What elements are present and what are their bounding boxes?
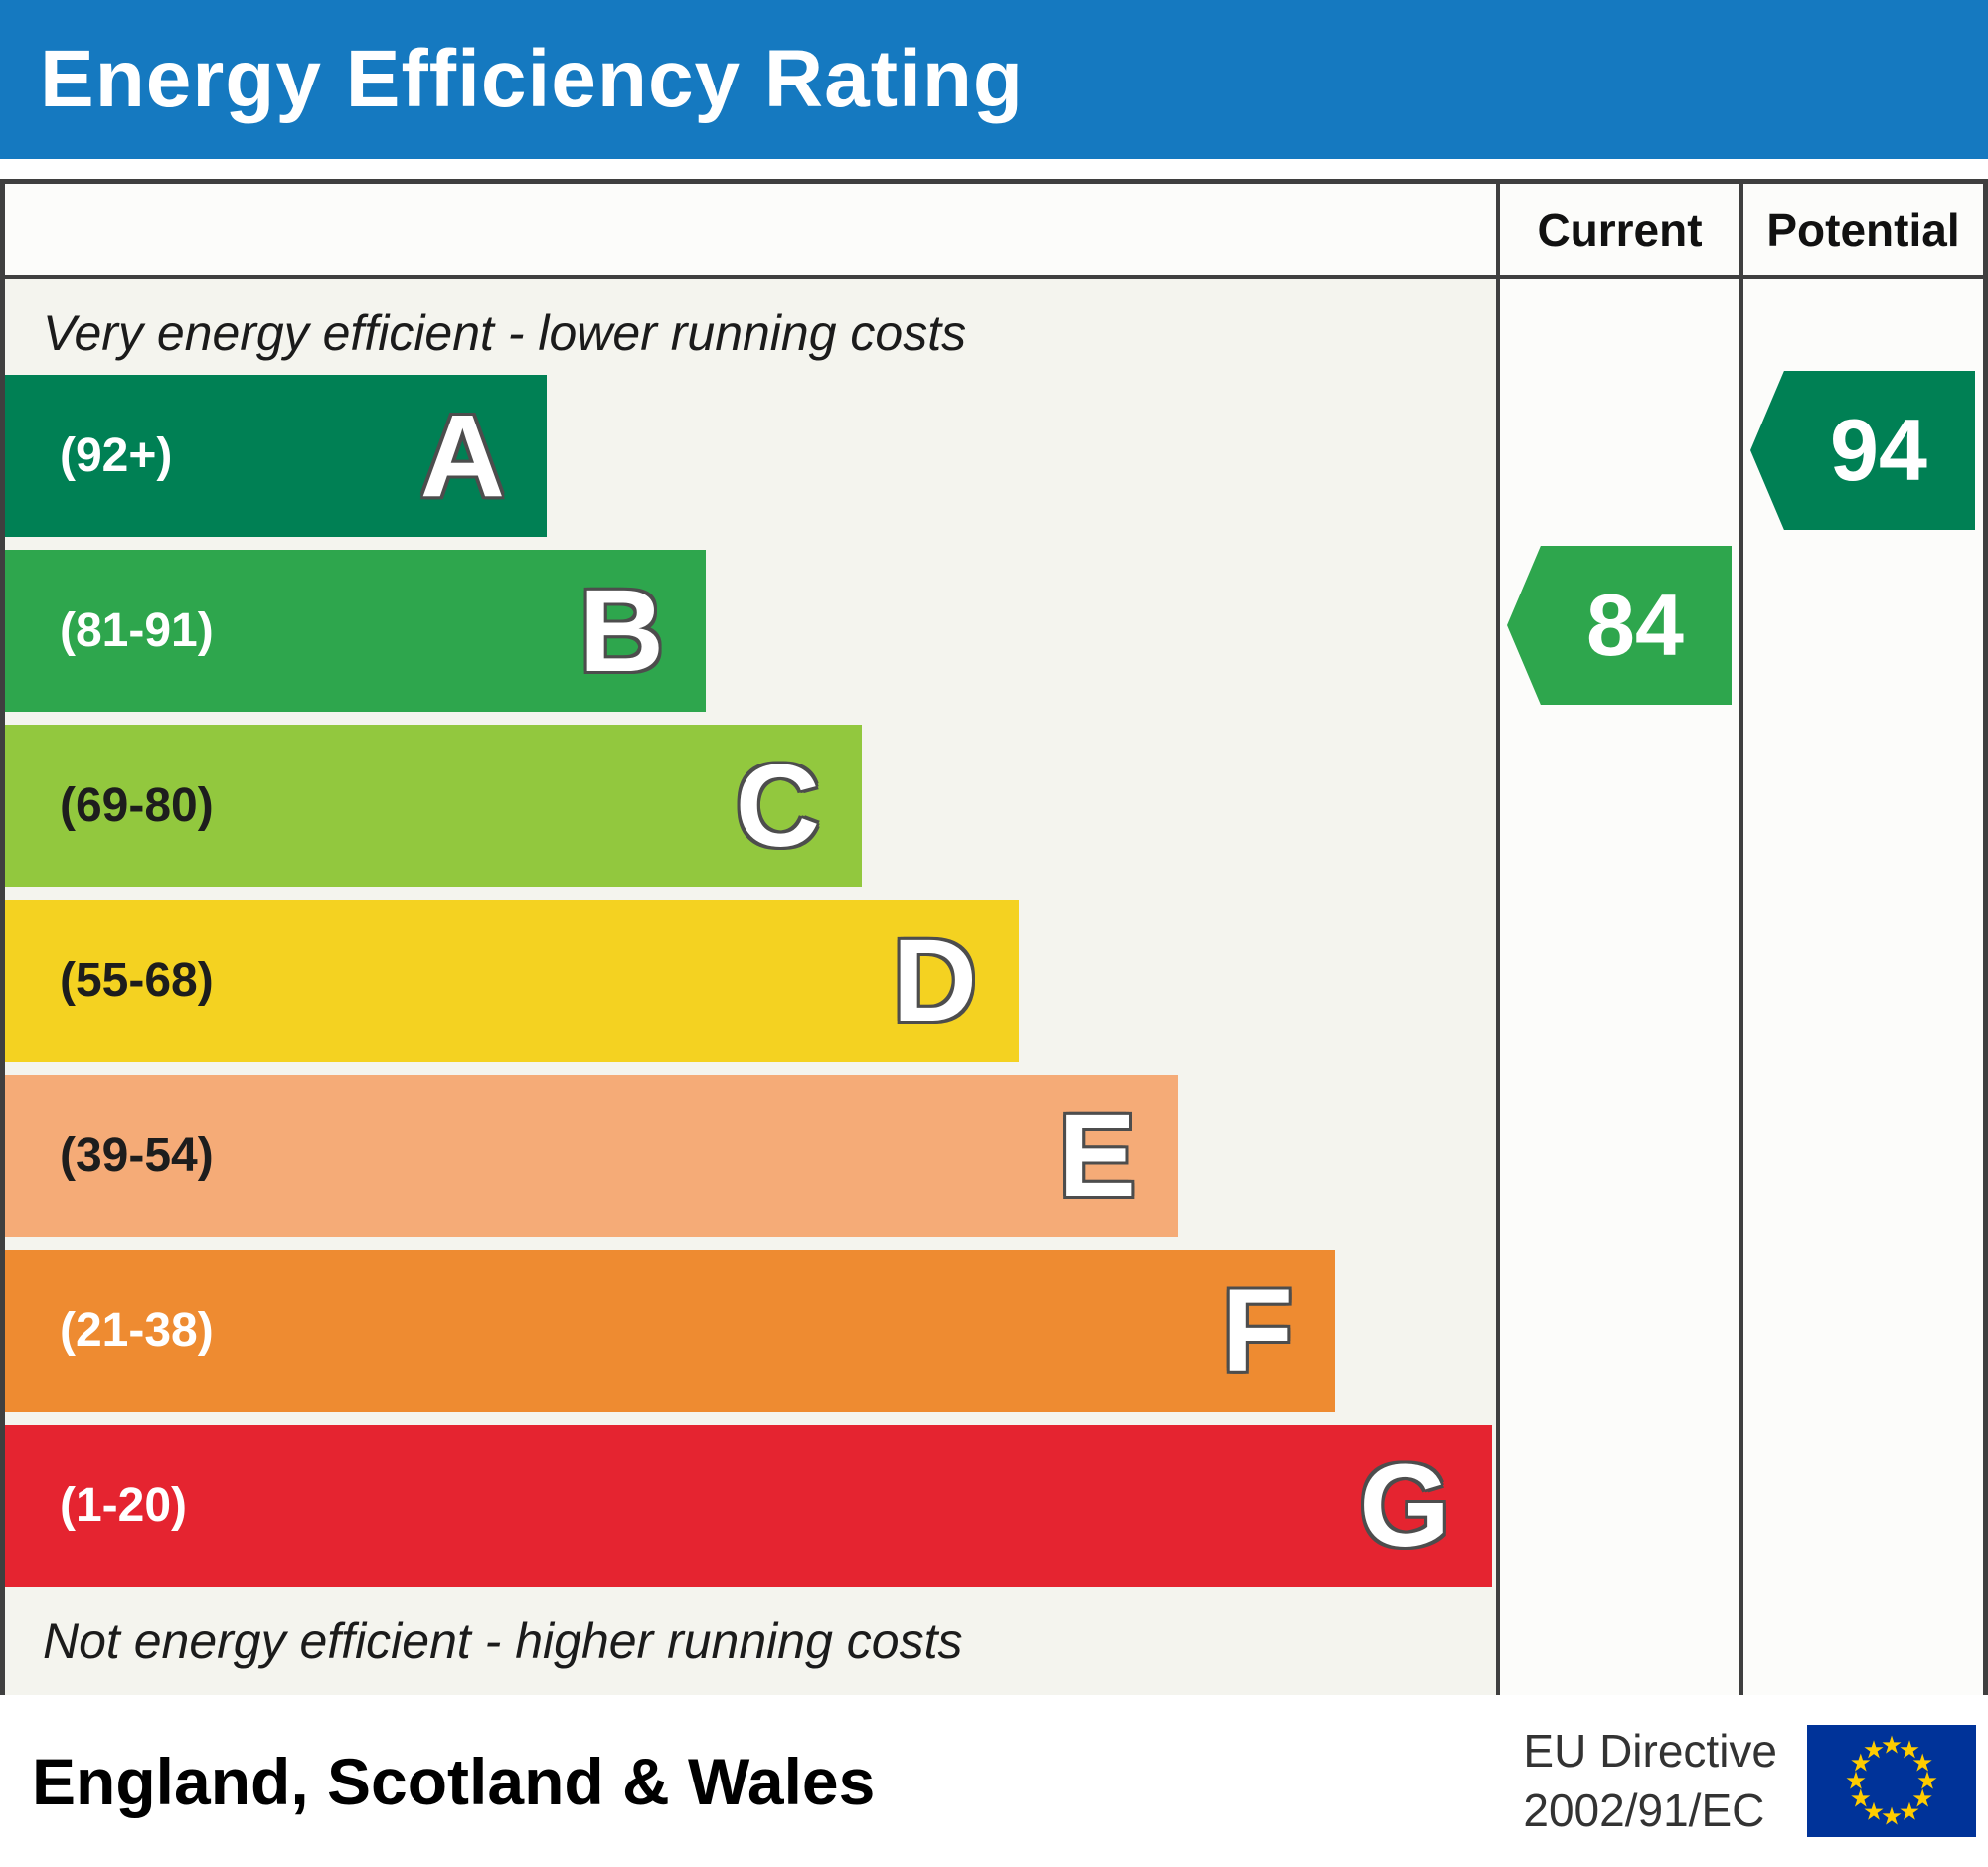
header-spacer [5, 184, 1496, 279]
potential-column: 94 [1740, 279, 1983, 1699]
band-e-letter: E [1058, 1090, 1136, 1222]
band-e-range: (39-54) [60, 1129, 214, 1182]
region-label: England, Scotland & Wales [32, 1744, 876, 1818]
band-b-range: (81-91) [60, 604, 214, 657]
band-a-letter: A [419, 390, 505, 522]
band-c-bar: (69-80) C [5, 725, 862, 887]
title-bar: Energy Efficiency Rating [0, 0, 1988, 159]
rating-table: Current Potential Very energy efficient … [0, 179, 1988, 1699]
potential-rating-value: 94 [1830, 401, 1927, 499]
eu-flag-icon [1807, 1725, 1976, 1837]
band-d-bar: (55-68) D [5, 900, 1019, 1062]
band-c-letter: C [735, 740, 820, 872]
band-a-range: (92+) [60, 429, 173, 482]
top-note: Very energy efficient - lower running co… [43, 305, 967, 361]
potential-rating-arrow: 94 [1750, 371, 1975, 530]
band-d-letter: D [892, 915, 977, 1047]
band-g-range: (1-20) [60, 1479, 188, 1532]
page-title: Energy Efficiency Rating [40, 34, 1025, 124]
current-rating-arrow: 84 [1507, 546, 1732, 705]
potential-column-header: Potential [1740, 184, 1983, 279]
band-b-letter: B [579, 565, 664, 697]
current-rating-value: 84 [1586, 576, 1684, 674]
eu-directive-line1: EU Directive [1523, 1724, 1777, 1777]
bottom-note: Not energy efficient - higher running co… [43, 1613, 963, 1669]
band-c-range: (69-80) [60, 779, 214, 832]
band-f-range: (21-38) [60, 1304, 214, 1357]
current-column-header: Current [1496, 184, 1740, 279]
band-b-bar: (81-91) B [5, 550, 706, 712]
current-column: 84 [1496, 279, 1740, 1699]
band-d-range: (55-68) [60, 954, 214, 1007]
band-a-bar: (92+) A [5, 375, 547, 537]
band-g-letter: G [1359, 1440, 1450, 1572]
band-f-bar: (21-38) F [5, 1250, 1335, 1412]
band-e-bar: (39-54) E [5, 1075, 1178, 1237]
band-g-bar: (1-20) G [5, 1425, 1492, 1587]
eu-directive-line2: 2002/91/EC [1523, 1783, 1765, 1836]
eu-directive-text: EU Directive 2002/91/EC [1523, 1722, 1777, 1841]
footer: England, Scotland & Wales EU Directive 2… [0, 1695, 1988, 1867]
band-f-letter: F [1221, 1265, 1293, 1397]
rating-bands-area: Very energy efficient - lower running co… [5, 279, 1496, 1699]
